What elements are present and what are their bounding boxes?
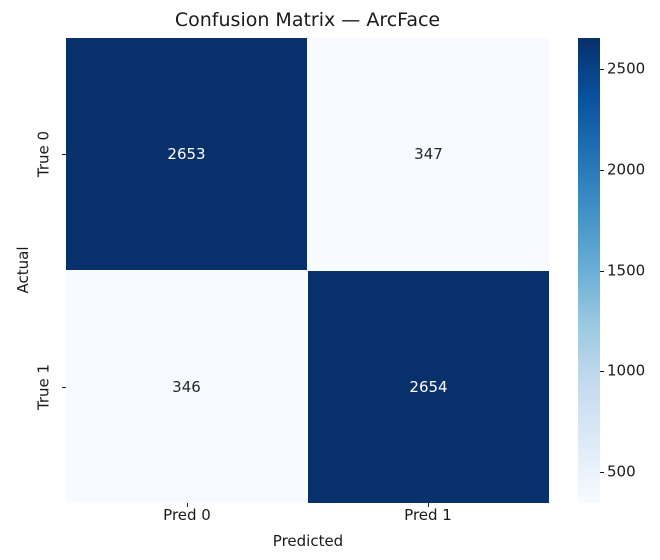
heatmap-cell-r1c0: 346 <box>66 271 307 503</box>
heatmap-cell-r1c1: 2654 <box>308 271 549 503</box>
x-tick-label-pred-0: Pred 0 <box>163 506 211 524</box>
colorbar-tick-label-500: 500 <box>607 462 636 481</box>
colorbar-tick-label-1000: 1000 <box>607 361 646 380</box>
colorbar-tick-label-2500: 2500 <box>607 59 646 78</box>
x-axis-label: Predicted <box>272 532 344 550</box>
cell-value: 2654 <box>409 378 448 396</box>
colorbar-tick-mark-1000 <box>600 371 604 373</box>
y-tick-mark-0 <box>62 154 66 156</box>
x-tick-label-pred-1: Pred 1 <box>404 506 452 524</box>
colorbar-tick-mark-2500 <box>600 69 604 71</box>
cell-value: 2653 <box>167 145 206 163</box>
y-tick-label-true-1: True 1 <box>34 363 53 411</box>
colorbar-tick-mark-500 <box>600 471 604 473</box>
heatmap-cell-r0c0: 2653 <box>66 38 307 270</box>
cell-value: 346 <box>172 378 201 396</box>
x-tick-mark-0 <box>186 503 188 507</box>
x-tick-mark-1 <box>428 503 430 507</box>
colorbar-gradient <box>578 38 600 503</box>
cell-value: 347 <box>414 145 443 163</box>
colorbar-tick-label-2000: 2000 <box>607 160 646 179</box>
y-tick-label-true-0: True 0 <box>34 130 53 178</box>
heatmap-cell-r0c1: 347 <box>308 38 549 270</box>
heatmap-grid: 2653 347 346 2654 <box>66 38 549 503</box>
colorbar-tick-mark-2000 <box>600 169 604 171</box>
y-axis-label: Actual <box>14 246 32 294</box>
chart-title: Confusion Matrix — ArcFace <box>174 9 441 31</box>
colorbar-tick-mark-1500 <box>600 270 604 272</box>
colorbar-tick-label-1500: 1500 <box>607 261 646 279</box>
y-tick-mark-1 <box>62 386 66 388</box>
